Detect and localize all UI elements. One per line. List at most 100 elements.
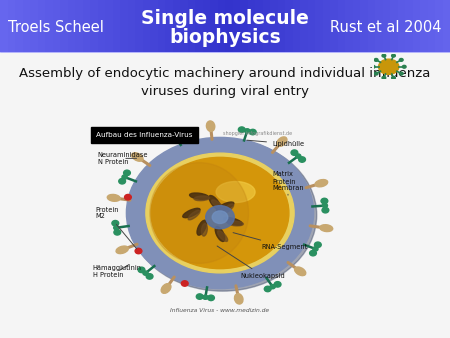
Circle shape (322, 203, 328, 208)
Bar (382, 0, 391, 52)
Bar (105, 0, 113, 52)
Circle shape (181, 281, 188, 286)
Text: Troels Scheel: Troels Scheel (8, 21, 104, 35)
Ellipse shape (215, 171, 267, 200)
Circle shape (125, 194, 131, 200)
Bar (360, 0, 369, 52)
Bar (120, 0, 129, 52)
Bar (323, 0, 331, 52)
Bar (262, 0, 271, 52)
Ellipse shape (228, 221, 243, 226)
Bar (435, 0, 444, 52)
Ellipse shape (209, 195, 220, 210)
Bar (82, 0, 91, 52)
Circle shape (177, 131, 184, 137)
Circle shape (392, 76, 396, 79)
Circle shape (151, 158, 289, 269)
Bar (352, 0, 361, 52)
Bar (53, 0, 61, 52)
Bar (428, 0, 436, 52)
Bar (60, 0, 68, 52)
Ellipse shape (116, 246, 128, 254)
Ellipse shape (217, 231, 228, 241)
Bar (285, 0, 293, 52)
Circle shape (167, 135, 174, 141)
Ellipse shape (216, 182, 255, 202)
Bar (345, 0, 354, 52)
Text: Protein
M2: Protein M2 (95, 207, 137, 249)
Circle shape (382, 76, 386, 79)
Circle shape (400, 58, 403, 61)
Text: shopgier infografikdienst.de: shopgier infografikdienst.de (223, 131, 292, 136)
Bar (405, 0, 414, 52)
Bar (270, 0, 279, 52)
Circle shape (124, 170, 130, 176)
Ellipse shape (277, 137, 287, 146)
Text: Nukleokapsid: Nukleokapsid (217, 246, 286, 279)
Bar (15, 0, 23, 52)
Circle shape (238, 127, 245, 132)
Ellipse shape (189, 193, 209, 199)
Bar (0, 0, 9, 52)
Ellipse shape (150, 163, 248, 263)
Circle shape (138, 267, 145, 273)
Circle shape (400, 72, 403, 75)
Bar (315, 0, 324, 52)
Circle shape (122, 175, 127, 179)
Circle shape (112, 220, 119, 226)
Circle shape (146, 274, 153, 279)
Circle shape (296, 154, 301, 158)
Circle shape (322, 208, 329, 213)
Ellipse shape (107, 194, 120, 201)
Circle shape (402, 65, 406, 68)
Ellipse shape (295, 267, 306, 275)
Ellipse shape (197, 220, 207, 235)
Bar (217, 0, 226, 52)
Bar (368, 0, 376, 52)
Bar (413, 0, 421, 52)
Text: Neuraminidase
N Protein: Neuraminidase N Protein (98, 152, 148, 165)
Bar (112, 0, 121, 52)
Bar (8, 0, 16, 52)
Circle shape (119, 178, 126, 184)
Bar (188, 0, 196, 52)
Bar (330, 0, 338, 52)
Bar (37, 0, 46, 52)
Circle shape (313, 247, 318, 251)
Circle shape (378, 59, 399, 74)
Circle shape (315, 242, 321, 247)
Bar (150, 0, 158, 52)
Text: Hämagglutinin
H Protein: Hämagglutinin H Protein (93, 264, 142, 278)
Text: Influenza Virus - www.medizin.de: Influenza Virus - www.medizin.de (171, 308, 270, 313)
Text: Single molecule: Single molecule (141, 9, 309, 28)
Circle shape (249, 129, 256, 135)
Bar (180, 0, 189, 52)
Text: Rust et al 2004: Rust et al 2004 (330, 21, 442, 35)
Ellipse shape (215, 226, 225, 241)
Circle shape (173, 134, 178, 138)
Circle shape (264, 286, 271, 292)
Circle shape (371, 65, 375, 68)
Bar (225, 0, 234, 52)
Circle shape (207, 295, 214, 300)
Circle shape (321, 198, 328, 204)
Bar (233, 0, 241, 52)
Circle shape (245, 129, 250, 133)
Bar (30, 0, 39, 52)
Bar (91, 127, 198, 143)
Ellipse shape (183, 208, 200, 218)
Ellipse shape (207, 121, 215, 131)
Circle shape (374, 72, 378, 75)
Circle shape (135, 248, 142, 254)
Bar (240, 0, 248, 52)
Bar (442, 0, 450, 52)
Bar (397, 0, 406, 52)
Ellipse shape (222, 204, 234, 214)
Text: Matrix
Protein
Membran: Matrix Protein Membran (272, 171, 304, 195)
Circle shape (203, 295, 208, 299)
Ellipse shape (194, 196, 210, 201)
Circle shape (212, 211, 228, 223)
Text: Assembly of endocytic machinery around individual influenza: Assembly of endocytic machinery around i… (19, 68, 431, 80)
Ellipse shape (315, 179, 328, 187)
Ellipse shape (202, 223, 207, 236)
